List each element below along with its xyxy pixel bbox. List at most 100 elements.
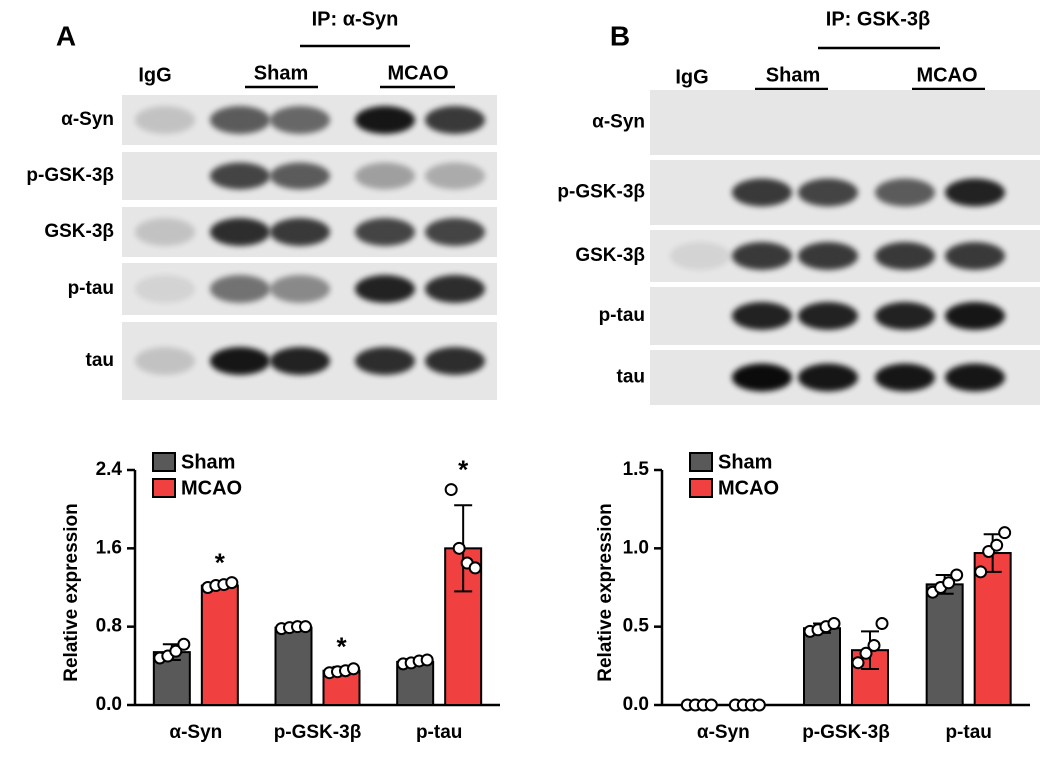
- blot-band: [210, 106, 270, 134]
- y-tick-label: 0.0: [623, 694, 649, 715]
- blot-band: [945, 302, 1005, 330]
- x-tick-label: p-GSK-3β: [274, 722, 362, 743]
- blot-band: [798, 363, 858, 392]
- data-point: [752, 698, 766, 712]
- data-point: [444, 483, 458, 497]
- blot-band: [210, 275, 270, 303]
- x-tick-label: p-tau: [945, 722, 991, 743]
- blot-band: [270, 218, 330, 246]
- blot-band: [270, 347, 330, 375]
- legend-swatch: [689, 478, 713, 498]
- legend-label: Sham: [718, 451, 772, 473]
- data-point: [169, 644, 183, 658]
- data-point: [990, 538, 1004, 552]
- row-label: p-GSK-3β: [26, 165, 114, 186]
- y-tick-label: 0.0: [96, 694, 122, 715]
- blot-band: [875, 242, 935, 270]
- blot-band: [945, 242, 1005, 270]
- blot-band: [355, 162, 415, 190]
- lane-label: MCAO: [916, 64, 977, 86]
- legend-label: MCAO: [181, 477, 242, 499]
- blot-band: [135, 106, 195, 134]
- row-label: α-Syn: [592, 112, 645, 133]
- row-label: p-tau: [599, 305, 645, 326]
- data-point: [998, 526, 1012, 540]
- panel-label: A: [56, 20, 76, 51]
- row-label: tau: [617, 367, 646, 388]
- significance: *: [458, 454, 469, 484]
- data-point: [942, 576, 956, 590]
- y-tick-label: 1.0: [623, 537, 649, 558]
- bar: [200, 584, 239, 707]
- bar: [925, 583, 964, 706]
- blot-band: [355, 347, 415, 375]
- row-label: tau: [86, 350, 115, 371]
- blot-band: [945, 363, 1005, 392]
- x-tick-label: α-Syn: [697, 722, 750, 743]
- data-point: [950, 568, 964, 582]
- x-tick-label: α-Syn: [169, 722, 222, 743]
- lane-label: MCAO: [387, 62, 448, 84]
- blot-band: [425, 275, 485, 303]
- blot-band: [945, 178, 1005, 207]
- bar: [803, 627, 841, 707]
- y-tick-label: 2.4: [96, 459, 123, 480]
- data-point: [468, 561, 482, 575]
- blot-band: [875, 302, 935, 330]
- y-axis-label: Relative expression: [61, 503, 82, 681]
- data-point: [704, 698, 718, 712]
- ip-label: IP: α-Syn: [312, 8, 399, 30]
- blot-band: [798, 242, 858, 270]
- data-point: [177, 637, 191, 651]
- data-point: [867, 638, 881, 652]
- lane-label: IgG: [675, 66, 708, 88]
- data-point: [347, 662, 360, 676]
- blot-band: [210, 218, 270, 246]
- blot-band: [798, 302, 858, 330]
- data-point: [225, 576, 239, 590]
- row-label: GSK-3β: [44, 221, 114, 242]
- lane-label: IgG: [138, 64, 171, 86]
- data-point: [851, 656, 865, 670]
- blot-band: [135, 275, 195, 303]
- significance: *: [215, 547, 226, 577]
- blot-band: [270, 106, 330, 134]
- row-label: α-Syn: [61, 109, 114, 130]
- bar: [973, 552, 1012, 706]
- blot-band: [210, 162, 270, 190]
- blot-band: [355, 218, 415, 246]
- row-label: p-GSK-3β: [557, 182, 645, 203]
- blot-band: [425, 106, 485, 134]
- legend-swatch: [152, 452, 176, 472]
- legend-label: Sham: [181, 451, 235, 473]
- blot-band: [135, 347, 195, 375]
- lane-label: Sham: [766, 64, 820, 86]
- blot-band: [425, 218, 485, 246]
- blot-band: [732, 302, 792, 330]
- blot-band: [270, 275, 330, 303]
- data-point: [974, 565, 988, 579]
- blot-band: [135, 218, 195, 246]
- blot-band: [210, 347, 270, 375]
- blot-band: [670, 242, 730, 270]
- x-tick-label: p-GSK-3β: [802, 722, 890, 743]
- y-tick-label: 1.6: [96, 537, 122, 558]
- panel-label: B: [610, 20, 630, 51]
- blot-band: [425, 162, 485, 190]
- blot-strip: [650, 90, 1040, 155]
- data-point: [420, 653, 434, 667]
- row-label: GSK-3β: [575, 245, 645, 266]
- data-point: [299, 620, 312, 634]
- ip-label: IP: GSK-3β: [826, 8, 930, 30]
- blot-band: [355, 106, 415, 134]
- lane-label: Sham: [254, 62, 308, 84]
- blot-band: [732, 178, 792, 207]
- blot-band: [798, 178, 858, 207]
- row-label: p-tau: [68, 278, 114, 299]
- legend-label: MCAO: [718, 477, 779, 499]
- y-tick-label: 1.5: [623, 459, 650, 480]
- legend-swatch: [689, 452, 713, 472]
- blot-band: [355, 275, 415, 303]
